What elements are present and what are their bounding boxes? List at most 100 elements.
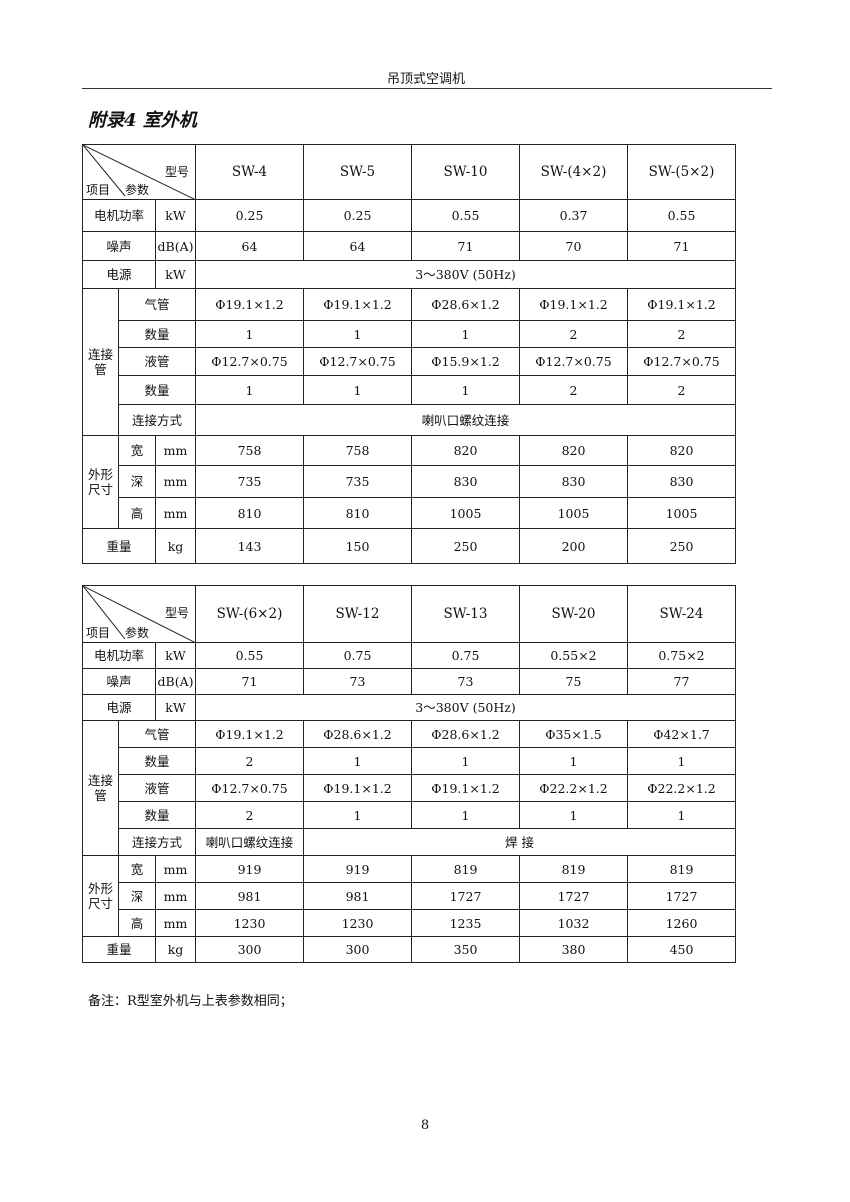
liquid-pipe-value: Φ12.7×0.75	[627, 347, 736, 376]
gas-qty-value: 2	[519, 320, 628, 348]
corner-item-label: 项目	[86, 625, 111, 640]
gas-qty-value: 1	[411, 320, 520, 348]
liquid-qty-value: 2	[627, 375, 736, 405]
model-header: SW-(5×2)	[627, 144, 736, 200]
depth-unit: mm	[155, 882, 196, 910]
model-header: SW-5	[303, 144, 412, 200]
spec-table-2: 型号 项目 参数 SW-(6×2) SW-12 SW-13 SW-20 SW-24 电机功率…	[82, 585, 736, 963]
footnote: 备注：R型室外机与上表参数相同；	[88, 994, 293, 1009]
motor-value: 0.55	[195, 642, 304, 669]
width-value: 819	[519, 855, 628, 883]
noise-value: 64	[195, 231, 304, 261]
connection-method-value: 喇叭口螺纹连接	[195, 404, 736, 436]
noise-value: 71	[627, 231, 736, 261]
table-row: 重量 kg 300 300 350 380 450	[82, 936, 736, 963]
weight-value: 200	[519, 528, 628, 564]
motor-value: 0.75×2	[627, 642, 736, 669]
gas-qty-value: 1	[519, 747, 628, 775]
liquid-qty-value: 1	[303, 375, 412, 405]
width-value: 919	[303, 855, 412, 883]
motor-value: 0.37	[519, 199, 628, 232]
width-value: 758	[303, 435, 412, 466]
height-unit: mm	[155, 909, 196, 937]
width-value: 819	[411, 855, 520, 883]
noise-value: 70	[519, 231, 628, 261]
table-row: 型号 项目 参数 SW-4 SW-5 SW-10 SW-(4×2) SW-(5×2)	[82, 144, 736, 200]
table-row: 电源 kW 3～380V (50Hz)	[82, 260, 736, 289]
gas-pipe-label: 气管	[118, 288, 196, 321]
depth-label: 深	[118, 882, 156, 910]
motor-unit: kW	[155, 642, 196, 669]
gas-qty-value: 1	[303, 320, 412, 348]
motor-value: 0.25	[303, 199, 412, 232]
liquid-qty-label: 数量	[118, 801, 196, 829]
width-unit: mm	[155, 435, 196, 466]
gas-pipe-value: Φ19.1×1.2	[303, 288, 412, 321]
noise-unit: dB(A)	[155, 231, 196, 261]
liquid-pipe-value: Φ12.7×0.75	[195, 774, 304, 802]
liquid-pipe-value: Φ22.2×1.2	[519, 774, 628, 802]
depth-value: 735	[195, 465, 304, 498]
corner-model-label: 型号	[164, 606, 189, 620]
depth-value: 830	[411, 465, 520, 498]
gas-qty-value: 2	[195, 747, 304, 775]
width-value: 758	[195, 435, 304, 466]
gas-pipe-value: Φ19.1×1.2	[519, 288, 628, 321]
connection-method-value: 焊 接	[303, 828, 736, 856]
noise-label: 噪声	[82, 231, 156, 261]
width-value: 820	[411, 435, 520, 466]
motor-label: 电机功率	[82, 642, 156, 669]
depth-value: 1727	[627, 882, 736, 910]
depth-value: 830	[519, 465, 628, 498]
gas-pipe-value: Φ28.6×1.2	[411, 288, 520, 321]
weight-value: 450	[627, 936, 736, 963]
table-row: 液管 Φ12.7×0.75 Φ19.1×1.2 Φ19.1×1.2 Φ22.2×1.2 Φ…	[83, 774, 736, 802]
weight-value: 300	[195, 936, 304, 963]
connection-pipe-group-label: 连接管	[82, 720, 119, 856]
liquid-qty-value: 1	[411, 801, 520, 829]
diagonal-lines	[83, 145, 196, 200]
running-header: 吊顶式空调机	[386, 72, 465, 87]
gas-qty-value: 2	[627, 320, 736, 348]
gas-pipe-value: Φ28.6×1.2	[303, 720, 412, 748]
depth-value: 1727	[519, 882, 628, 910]
power-unit: kW	[155, 260, 196, 289]
table-row: 数量 2 1 1 1 1	[83, 801, 736, 829]
weight-value: 300	[303, 936, 412, 963]
height-label: 高	[118, 909, 156, 937]
model-header: SW-13	[411, 585, 520, 643]
depth-value: 830	[627, 465, 736, 498]
liquid-qty-label: 数量	[118, 375, 196, 405]
liquid-pipe-value: Φ12.7×0.75	[195, 347, 304, 376]
model-header: SW-12	[303, 585, 412, 643]
liquid-pipe-value: Φ12.7×0.75	[303, 347, 412, 376]
depth-value: 735	[303, 465, 412, 498]
liquid-qty-value: 1	[303, 801, 412, 829]
page-number: 8	[420, 1118, 430, 1133]
table-row: 电机功率 kW 0.25 0.25 0.55 0.37 0.55	[82, 199, 736, 232]
liquid-pipe-value: Φ19.1×1.2	[411, 774, 520, 802]
liquid-qty-value: 1	[519, 801, 628, 829]
liquid-qty-value: 1	[195, 375, 304, 405]
table-row: 外形尺寸宽 mm 919 919 819 819 819	[82, 855, 736, 937]
liquid-qty-value: 2	[195, 801, 304, 829]
height-value: 810	[303, 497, 412, 529]
table-row: 重量 kg 143 150 250 200 250	[82, 528, 736, 564]
weight-unit: kg	[155, 528, 196, 564]
power-label: 电源	[82, 260, 156, 289]
model-header: SW-24	[627, 585, 736, 643]
motor-value: 0.25	[195, 199, 304, 232]
noise-value: 71	[411, 231, 520, 261]
table-row: 连接方式 喇叭口螺纹连接焊 接	[83, 828, 736, 856]
model-header: SW-(4×2)	[519, 144, 628, 200]
motor-label: 电机功率	[82, 199, 156, 232]
gas-pipe-value: Φ19.1×1.2	[195, 720, 304, 748]
height-value: 1005	[627, 497, 736, 529]
gas-pipe-value: Φ19.1×1.2	[195, 288, 304, 321]
weight-value: 143	[195, 528, 304, 564]
height-value: 1260	[627, 909, 736, 937]
table-row: 型号 项目 参数 SW-(6×2) SW-12 SW-13 SW-20 SW-24	[82, 585, 736, 643]
spec-table-1: 型号 项目 参数 SW-4 SW-5 SW-10 SW-(4×2) SW-(5×2) 电机功…	[82, 144, 736, 564]
height-value: 1230	[303, 909, 412, 937]
weight-value: 150	[303, 528, 412, 564]
